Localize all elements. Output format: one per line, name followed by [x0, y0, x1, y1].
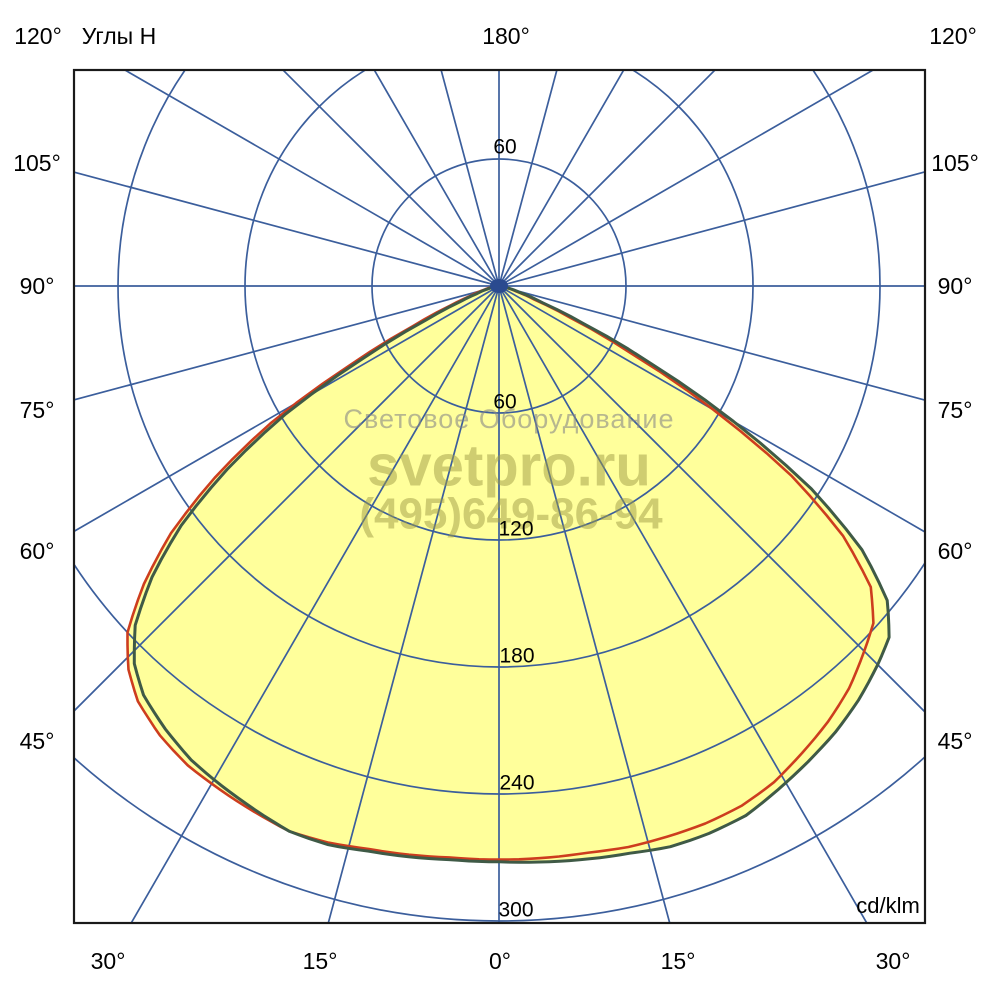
angle-label: 15° — [661, 948, 696, 974]
intensity-fill — [127, 286, 890, 863]
angle-label: 60° — [938, 538, 973, 564]
grid-ray — [498, 285, 925, 402]
grid-ray — [498, 70, 558, 287]
angle-label: 105° — [13, 150, 61, 176]
angle-label: 75° — [20, 397, 55, 423]
unit-label: cd/klm — [856, 893, 920, 918]
watermark-line: svetpro.ru — [367, 433, 651, 498]
watermark-line: (495)649-86-94 — [359, 490, 663, 539]
watermark-line: Световое Оборудование — [344, 404, 675, 434]
angle-label: 90° — [20, 273, 55, 299]
angle-label: 60° — [20, 538, 55, 564]
curve-green-plane — [132, 284, 891, 864]
angle-label: 30° — [876, 948, 911, 974]
grid-ray — [327, 285, 500, 923]
grid-ray — [281, 70, 500, 287]
grid-ray — [498, 70, 875, 287]
grid-ray — [498, 285, 925, 533]
angle-label: 0° — [489, 948, 511, 974]
ring-label: 180 — [499, 645, 534, 668]
ring-label: 120 — [498, 518, 533, 541]
angle-label: 180° — [482, 23, 530, 49]
ring-label: 60 — [493, 136, 516, 159]
angle-label: 120° — [14, 23, 62, 49]
angle-label: 45° — [938, 728, 973, 754]
grid-ray — [498, 285, 868, 923]
angle-label: 15° — [303, 948, 338, 974]
angle-label: 90° — [938, 273, 973, 299]
axis-title: Углы H — [82, 23, 156, 49]
grid-ray — [498, 170, 925, 287]
ring-label: 60 — [493, 391, 516, 414]
ring-label: 240 — [499, 772, 534, 795]
plot-border — [72, 68, 927, 925]
grid-ray — [498, 70, 717, 287]
grid-ray — [498, 70, 625, 287]
curve-red-plane — [126, 284, 875, 861]
grid-ray — [498, 285, 671, 923]
angle-label: 45° — [20, 728, 55, 754]
angle-label: 30° — [91, 948, 126, 974]
angle-label: 120° — [929, 23, 977, 49]
ring-label: 300 — [498, 899, 533, 922]
grid-ray — [74, 285, 500, 401]
grid-ray — [123, 70, 500, 287]
grid-ray — [373, 70, 500, 287]
angle-label: 75° — [938, 397, 973, 423]
grid-ray — [74, 171, 500, 287]
grid-ray — [440, 70, 500, 287]
grid-ray — [74, 285, 500, 713]
center-dot — [490, 279, 508, 293]
grid-ray — [130, 285, 500, 923]
angle-label: 105° — [931, 150, 979, 176]
grid-ray — [498, 285, 925, 714]
